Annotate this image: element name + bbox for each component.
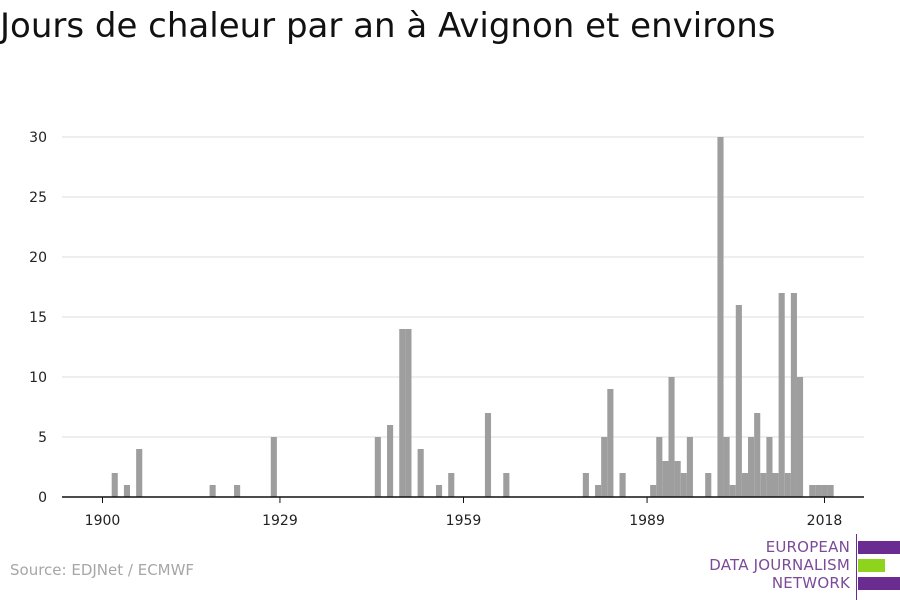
logo-text-network: NETWORK [771,574,850,592]
bar-2012 [784,473,791,497]
bar-2005 [741,473,749,497]
y-tick-label: 25 [29,190,47,206]
bar-1945 [374,437,381,497]
bar-1981 [595,485,602,497]
bar-2018 [821,485,828,497]
bar-2013 [790,293,797,497]
bar-1985 [619,473,626,497]
bar-2003 [729,485,736,497]
bar-2001 [717,137,724,497]
bar-1990 [650,485,657,497]
y-tick-label: 5 [38,430,47,446]
x-tick-label: 1929 [262,513,298,529]
bar-1982 [601,437,608,497]
x-tick-label: 1959 [446,513,482,529]
bar-2002 [723,437,730,497]
y-tick-label: 20 [29,250,47,266]
bar-1904 [123,485,131,497]
edjnet-logo: EUROPEAN DATA JOURNALISM NETWORK [700,534,900,600]
bar-1918 [209,485,216,497]
bar-2004 [735,305,742,497]
x-tick-label: 1989 [629,513,665,529]
x-tick-label: 2018 [807,513,843,529]
y-tick-label: 10 [29,370,47,386]
bar-1955 [435,485,443,497]
bar-1966 [503,473,510,497]
bar-1999 [705,473,712,497]
bar-1922 [234,485,241,497]
bar-2006 [748,437,755,497]
bar-1996 [686,437,693,497]
bar-1963 [484,413,492,497]
bar-1957 [448,473,455,497]
logo-text-data-journalism: DATA JOURNALISM [709,556,850,574]
gridlines [62,136,864,438]
axes [62,496,864,503]
x-tick-label: 1900 [85,513,121,529]
bar-2008 [760,473,767,497]
bar-1952 [417,449,424,497]
bar-2016 [809,485,816,497]
logo-divider [856,534,857,600]
bar-1983 [607,389,614,497]
bar-series [111,137,834,497]
y-tick-label: 30 [29,130,47,146]
logo-text-european: EUROPEAN [765,538,850,556]
bar-1995 [680,473,687,497]
bar-1928 [270,437,277,497]
bar-2014 [796,377,804,497]
y-tick-label: 0 [38,490,47,506]
tick-labels: 0 5 10 15 20 25 30 1900 1929 1959 1989 2018 [29,130,842,529]
bar-1902 [111,473,118,497]
y-tick-label: 15 [29,310,47,326]
chart-title: Jours de chaleur par an à Avignon et env… [0,6,776,46]
bar-1993 [668,377,675,497]
bar-1906 [136,449,143,497]
logo-bar-purple-bottom [858,577,900,590]
bar-1991 [656,437,663,497]
bar-2011 [778,293,785,497]
bar-1994 [674,461,681,497]
bar-2007 [754,413,761,497]
bar-1949 [399,329,406,497]
logo-bar-purple-top [858,541,900,554]
logo-bar-green [858,559,885,572]
bar-2017 [815,485,822,497]
bar-2019 [827,485,834,497]
bar-1947 [387,425,394,497]
bar-1950 [405,329,412,497]
bar-1979 [582,473,589,497]
bar-1992 [662,461,669,497]
bar-2010 [772,473,779,497]
source-note: Source: EDJNet / ECMWF [10,561,195,579]
bar-2009 [766,437,773,497]
